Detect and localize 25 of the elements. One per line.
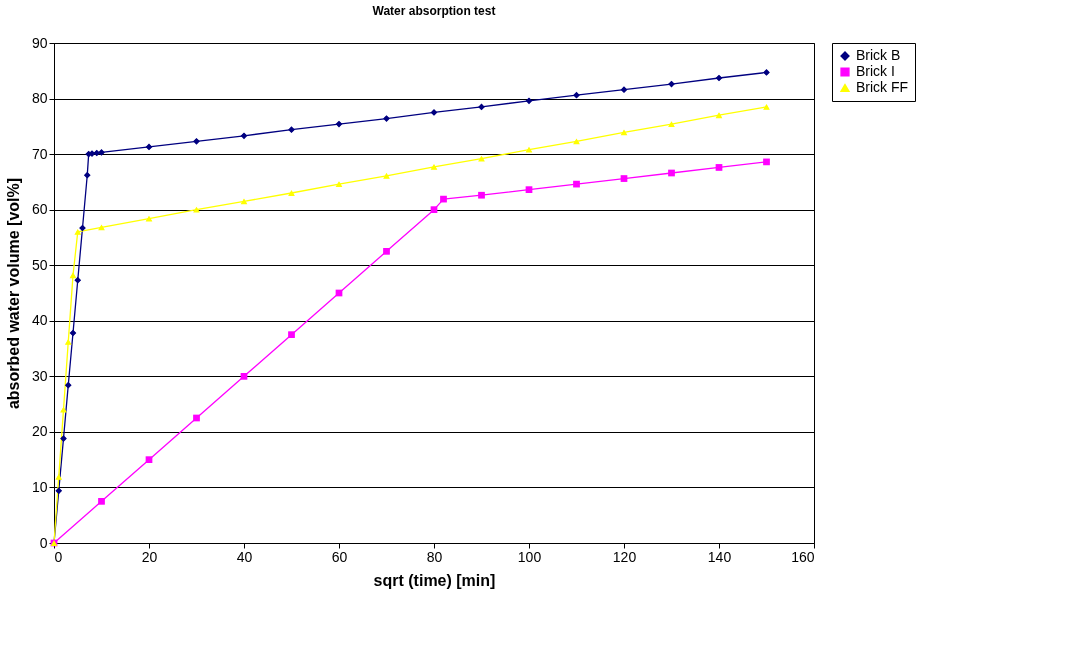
legend-label: Brick I [856, 63, 895, 79]
x-tick-label: 120 [612, 548, 637, 565]
y-tick-label: 40 [31, 312, 48, 329]
y-tick-label: 50 [31, 256, 48, 273]
y-tick-label: 70 [31, 145, 48, 162]
legend-label: Brick B [856, 47, 901, 63]
x-tick-label: 160 [791, 548, 815, 565]
x-tick-label: 60 [331, 548, 348, 565]
x-tick-label: 100 [517, 548, 542, 565]
x-tick-label: 40 [236, 548, 253, 565]
y-tick-label: 80 [31, 90, 48, 107]
legend-label: Brick FF [856, 79, 909, 95]
x-axis-title: sqrt (time) [min] [373, 571, 496, 589]
y-tick-label: 0 [39, 534, 48, 551]
x-tick-label: 80 [426, 548, 443, 565]
y-tick-label: 90 [31, 34, 48, 51]
chart-title: Water absorption test [372, 4, 496, 18]
y-tick-label: 20 [31, 423, 48, 440]
x-tick-label: 140 [707, 548, 732, 565]
y-axis-title: absorbed water volume [vol%] [4, 177, 22, 410]
x-tick-label: 20 [141, 548, 158, 565]
y-tick-label: 60 [31, 201, 48, 218]
x-tick-label: 0 [54, 548, 63, 565]
y-tick-label: 30 [31, 367, 48, 384]
y-tick-label: 10 [31, 478, 48, 495]
